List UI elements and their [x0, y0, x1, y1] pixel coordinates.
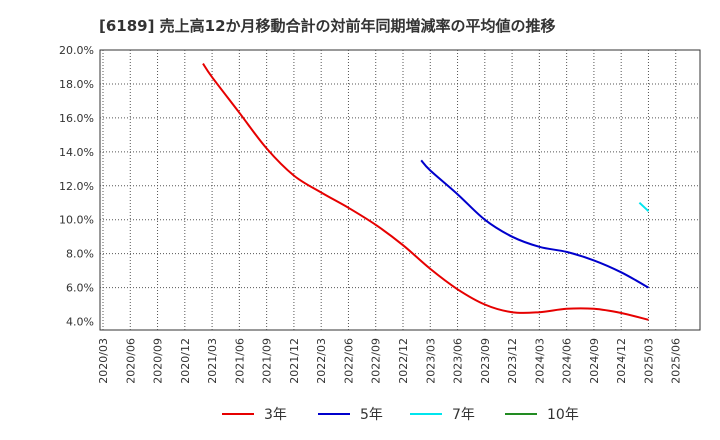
legend-label-4: 10年 — [547, 407, 579, 423]
x-tick-label: 2020/06 — [124, 338, 137, 384]
x-tick-label: 2020/09 — [152, 338, 165, 384]
x-tick-label: 2021/06 — [233, 338, 246, 384]
x-tick-label: 2023/03 — [424, 338, 437, 384]
y-tick-label: 14.0% — [59, 146, 94, 159]
legend-label-3: 7年 — [452, 407, 475, 423]
grid-layer — [100, 50, 700, 330]
legend-label-1: 3年 — [264, 407, 287, 423]
series-layer — [202, 63, 650, 321]
x-tick-label: 2024/06 — [561, 338, 574, 384]
axis-layer: 2020/03 2020/06 2020/09 2020/12 2021/03 2021/… — [59, 44, 683, 384]
x-tick-label: 2023/06 — [452, 338, 465, 384]
series-line-3 — [638, 201, 650, 212]
x-tick-label: 2021/12 — [288, 338, 301, 384]
x-tick-label: 2020/03 — [97, 338, 110, 384]
x-tick-label: 2024/12 — [615, 338, 628, 384]
x-tick-label: 2021/03 — [206, 338, 219, 384]
x-tick-label: 2024/09 — [588, 338, 601, 384]
y-tick-label: 6.0% — [66, 282, 94, 295]
series-line-2 — [420, 159, 649, 289]
chart-title: [6189] 売上高12か月移動合計の対前年同期増減率の平均値の推移 — [99, 17, 556, 35]
x-tick-label: 2024/03 — [533, 338, 546, 384]
x-tick-label: 2023/12 — [506, 338, 519, 384]
x-tick-label: 2023/09 — [479, 338, 492, 384]
plot-area — [99, 49, 701, 331]
x-tick-label: 2022/09 — [370, 338, 383, 384]
x-tick-label: 2020/12 — [179, 338, 192, 384]
x-tick-label: 2022/03 — [315, 338, 328, 384]
y-tick-label: 20.0% — [59, 44, 94, 57]
x-tick-label: 2022/12 — [397, 338, 410, 384]
x-tick-label: 2025/06 — [670, 338, 683, 384]
y-tick-label: 18.0% — [59, 78, 94, 91]
y-tick-label: 4.0% — [66, 316, 94, 329]
x-tick-label: 2021/09 — [261, 338, 274, 384]
y-tick-label: 8.0% — [66, 248, 94, 261]
legend-label-2: 5年 — [360, 407, 383, 423]
x-tick-label: 2022/06 — [342, 338, 355, 384]
y-tick-label: 12.0% — [59, 180, 94, 193]
x-tick-label: 2025/03 — [642, 338, 655, 384]
series-line-1 — [202, 63, 649, 321]
y-tick-label: 16.0% — [59, 112, 94, 125]
y-tick-label: 10.0% — [59, 214, 94, 227]
legend: 3年 5年 7年 10年 — [222, 407, 579, 423]
